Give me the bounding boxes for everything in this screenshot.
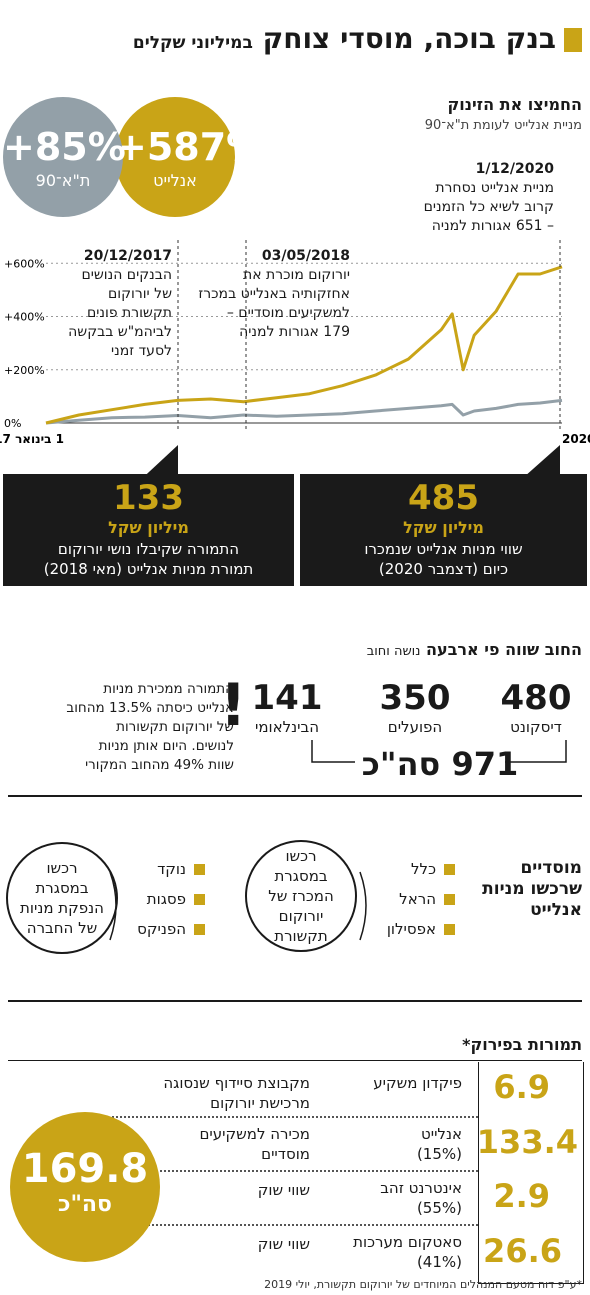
institution-item: כלל (387, 860, 455, 890)
y-tick-label: +400% (4, 311, 45, 324)
y-tick-label: +200% (4, 364, 45, 377)
group1-connector (359, 871, 367, 941)
footnote: *ע"פ דוח מטעם המנהלים המיוחדים של יורוקו… (264, 1278, 582, 1291)
debt-total: 971 סה"כ (361, 745, 519, 783)
row-3-desc: שווי שוק (257, 1181, 310, 1199)
divider-2 (8, 1000, 582, 1002)
title-accent-bar (564, 28, 582, 52)
institution-item: הראל (387, 890, 455, 920)
divider-1 (8, 795, 582, 797)
x-start-label: 1 בינואר 2017 (0, 432, 64, 446)
creditor-hapoalim: 350 הפועלים (379, 678, 451, 736)
y-tick-label: +600% (4, 257, 45, 270)
debt-note: התמורה ממכירת מניות אנלייט כיסתה 13.5% מ… (66, 681, 234, 773)
row-1-value: 6.9 (493, 1068, 550, 1106)
institutions-group-1: כלל הראל אפסילון (387, 860, 455, 950)
institution-item: אפסילון (387, 920, 455, 950)
series-line-0 (45, 265, 563, 425)
institutions-group-2: נוקד פסגות הפניקס (137, 860, 205, 950)
liquidation-total-circle: 169.8 סה"כ (10, 1112, 160, 1262)
row-divider (112, 1224, 478, 1226)
row-divider (112, 1170, 478, 1172)
row-4-desc: שווי שוק (257, 1235, 310, 1253)
row-divider (112, 1116, 478, 1118)
enlight-change-bubble: +587% אנלייט (115, 97, 264, 217)
institution-item: נוקד (137, 860, 205, 890)
ta90-change-bubble: +85% ת"א־90 (3, 97, 126, 217)
row-2-value: 133.4 (476, 1123, 578, 1161)
row-2-name: אנלייט (15%) (416, 1125, 462, 1163)
liquidation-title: תמורות בפירוק* (462, 1035, 582, 1054)
creditor-discount: 480 דיסקונט (500, 678, 572, 736)
liquidation-top-rule (8, 1060, 582, 1061)
group2-circle: רכשו במסגרת הנפקת מניות של החברה (6, 842, 118, 954)
row-4-name: סאטקום מערכות (41%) (353, 1233, 462, 1271)
total-bracket (311, 740, 567, 763)
annotation-2020: 1/12/2020 מניית אנלייט נסחרת קרוב לשיא כ… (423, 161, 554, 234)
annotation-2017: 20/12/2017 הבנקים הנושים של יורוקום תקשו… (68, 248, 172, 359)
stock-chart: +600% +400% +200% 0% 1 בינואר 2017 1 בדצמבר… (0, 240, 590, 446)
annotation-2018: 03/05/2018 יורוקום מוכרת את אחזקותיה באנ… (198, 248, 350, 340)
series-line-1 (45, 398, 563, 425)
row-3-value: 2.9 (493, 1177, 550, 1215)
y-tick-label: 0% (4, 417, 21, 430)
values-column (478, 1062, 584, 1284)
x-end-label: 1 בדצמבר 2020 (562, 432, 590, 446)
institution-item: פסגות (137, 890, 205, 920)
row-1-name: פיקדון משקיע (373, 1074, 462, 1092)
row-1-desc: מקבוצת סיידוף שנסוגה מרכישת יורוקום (163, 1074, 310, 1112)
row-4-value: 26.6 (483, 1232, 562, 1270)
value-box-sold-shares: 485 מיליון שקל שווי מניות אנלייט שנמכרו … (300, 474, 587, 586)
institutions-title: מוסדיים שרכשו מניות אנלייט (482, 858, 582, 920)
debt-section-title: החוב שווה פי ארבעה נושה וחוב (366, 640, 582, 659)
creditor-international: 141 הבינלאומי (251, 678, 323, 736)
chart-section-subtitle: מניית אנלייט לעומת ת"א־90 (424, 118, 582, 133)
row-2-desc: מכירה למשקיעים מוסדיים (199, 1125, 310, 1163)
page-title: בנק בוכה, מוסדי צוחק במיליוני שקלים (132, 22, 556, 55)
row-3-name: אינטרנט זהב (55%) (380, 1179, 462, 1217)
institution-item: הפניקס (137, 920, 205, 950)
chart-section-title: החמיצו את הזינוק (447, 95, 582, 114)
title-suffix: במיליוני שקלים (132, 33, 253, 53)
value-box-creditors-proceeds: 133 מיליון שקל התמורה שקיבלו נושי יורוקו… (3, 474, 294, 586)
group1-circle: רכשו במסגרת המכרז של יורוקום תקשורת (245, 840, 357, 952)
exclamation-mark: ! (220, 671, 247, 739)
